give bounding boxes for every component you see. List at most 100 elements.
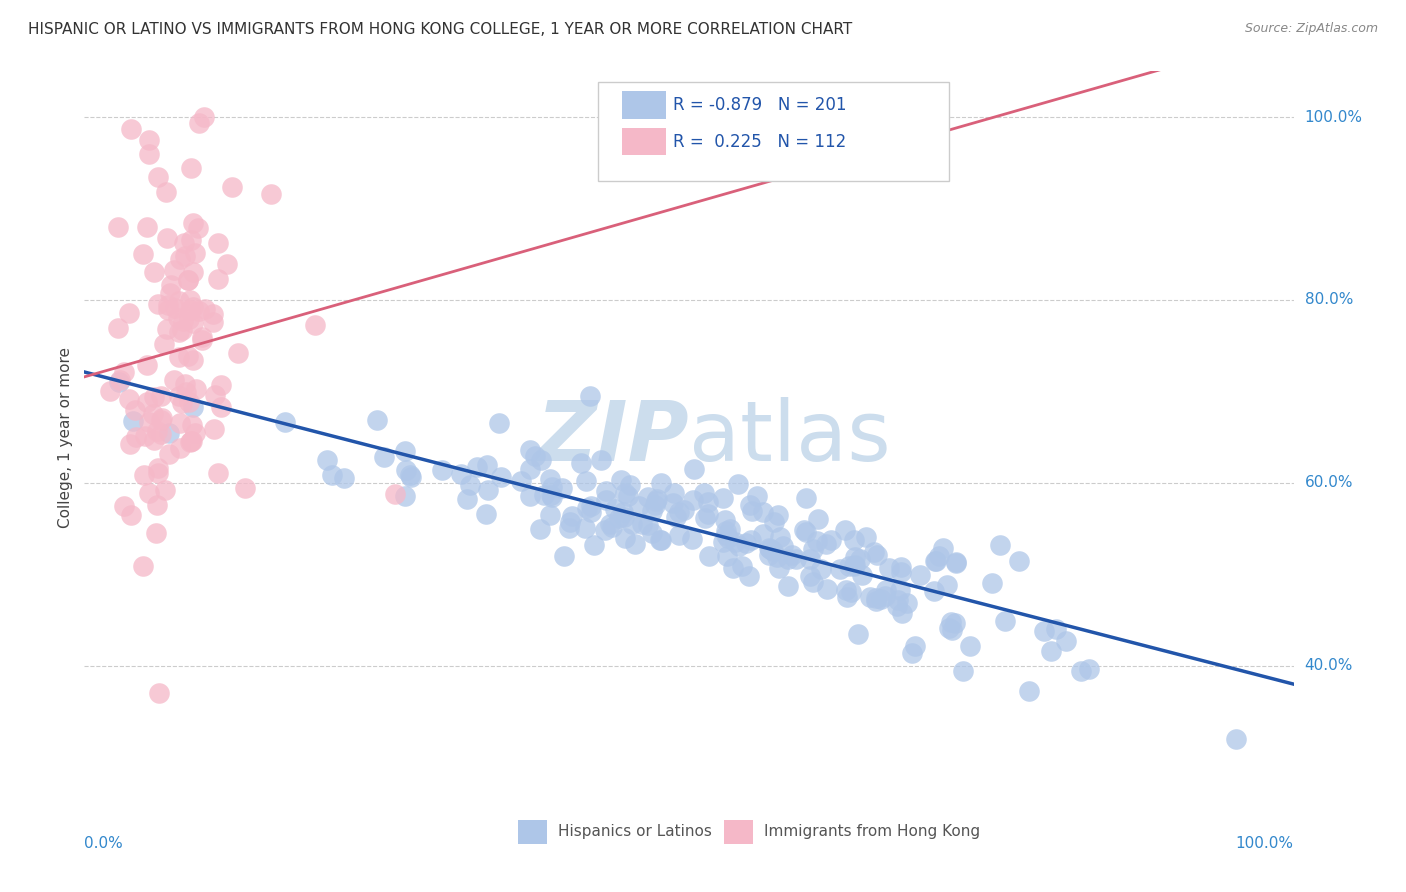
Point — [925, 554, 948, 568]
Point — [118, 392, 141, 407]
Point — [519, 489, 541, 503]
Point — [716, 549, 738, 564]
Point — [941, 615, 963, 629]
Point — [177, 349, 200, 363]
Point — [333, 471, 356, 485]
Point — [994, 615, 1017, 629]
Point — [713, 534, 735, 549]
Point — [489, 470, 512, 484]
Point — [780, 548, 803, 562]
Point — [146, 297, 169, 311]
Point — [569, 456, 592, 470]
Point — [904, 640, 927, 654]
Point — [221, 180, 243, 194]
Point — [959, 639, 981, 653]
Point — [723, 561, 745, 575]
Point — [612, 505, 634, 519]
Point — [637, 490, 659, 504]
Text: ZIP: ZIP — [536, 397, 689, 477]
Point — [886, 599, 908, 613]
Point — [769, 530, 792, 544]
Point — [605, 501, 627, 516]
Point — [624, 537, 647, 551]
Point — [475, 508, 498, 522]
Point — [641, 504, 664, 518]
Point — [610, 473, 633, 487]
Point — [607, 511, 630, 525]
Point — [209, 378, 232, 392]
Point — [519, 461, 541, 475]
Point — [575, 501, 598, 516]
Point — [579, 499, 602, 513]
Text: R = -0.879   N = 201: R = -0.879 N = 201 — [673, 96, 846, 114]
Point — [477, 483, 499, 497]
Point — [156, 322, 179, 336]
Point — [901, 646, 924, 660]
Point — [837, 590, 859, 604]
Point — [981, 576, 1004, 591]
Point — [1225, 731, 1247, 746]
Point — [727, 539, 749, 553]
Point — [941, 623, 963, 637]
Point — [155, 483, 177, 498]
Point — [145, 498, 167, 512]
Point — [110, 373, 132, 387]
Point — [190, 330, 212, 344]
Point — [890, 606, 912, 620]
Point — [395, 463, 418, 477]
Point — [519, 442, 541, 457]
Point — [799, 569, 821, 583]
Point — [170, 323, 193, 337]
Point — [1078, 662, 1101, 676]
Point — [662, 496, 685, 510]
Point — [524, 449, 547, 463]
Point — [181, 265, 204, 279]
Point — [98, 384, 121, 398]
Point — [1039, 643, 1062, 657]
Point — [316, 452, 339, 467]
Point — [718, 522, 741, 536]
Point — [724, 534, 747, 549]
FancyBboxPatch shape — [623, 128, 666, 155]
Point — [557, 521, 579, 535]
Point — [138, 486, 160, 500]
Point — [207, 236, 229, 251]
Point — [432, 463, 454, 477]
Point — [155, 185, 177, 199]
Point — [169, 252, 191, 267]
Point — [401, 469, 423, 483]
Point — [202, 422, 225, 436]
Point — [184, 425, 207, 440]
Point — [540, 488, 562, 502]
Point — [838, 558, 860, 573]
Point — [538, 508, 561, 522]
Point — [924, 554, 946, 568]
Point — [697, 495, 720, 509]
Point — [533, 488, 555, 502]
Point — [943, 615, 966, 630]
Point — [758, 541, 780, 555]
Point — [641, 525, 664, 540]
Point — [945, 556, 967, 570]
Point — [581, 505, 603, 519]
Point — [875, 590, 897, 604]
Point — [599, 516, 621, 531]
Point — [138, 133, 160, 147]
Point — [851, 567, 873, 582]
Point — [799, 552, 821, 566]
Point — [233, 481, 256, 495]
Point — [865, 591, 887, 605]
Point — [146, 169, 169, 184]
Point — [731, 558, 754, 573]
Point — [1032, 624, 1054, 638]
Point — [801, 542, 824, 557]
Point — [842, 533, 865, 547]
Point — [1045, 623, 1067, 637]
Point — [191, 333, 214, 347]
Point — [887, 593, 910, 607]
Point — [820, 533, 842, 547]
Point — [889, 583, 911, 598]
FancyBboxPatch shape — [599, 82, 949, 181]
Point — [890, 565, 912, 579]
Point — [711, 491, 734, 505]
